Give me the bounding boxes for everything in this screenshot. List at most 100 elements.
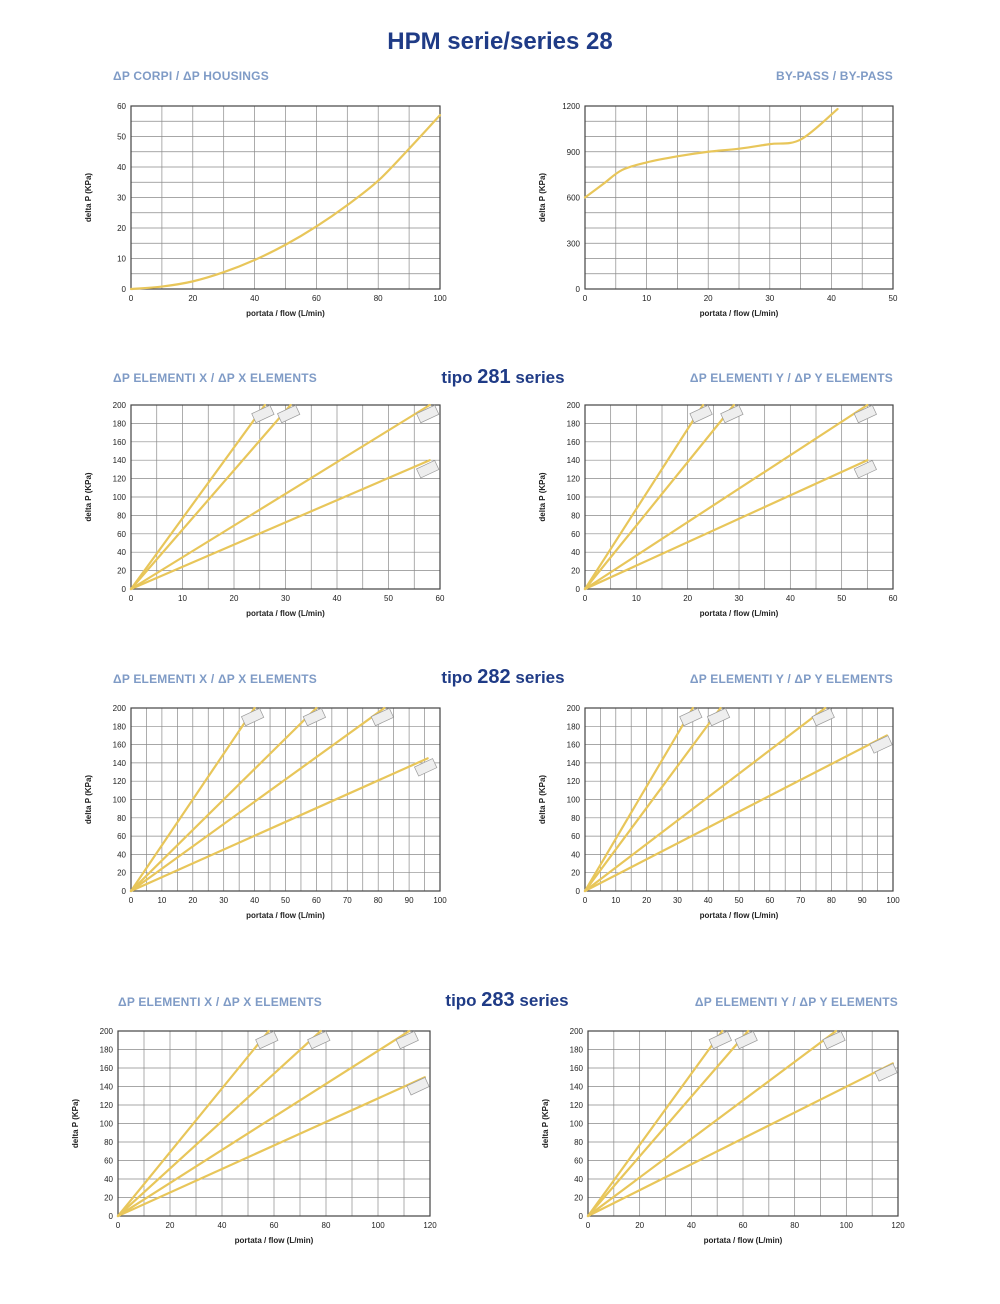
chart-0: 0 20 40 60 80 100 0 10 20 30 40 50 60 portata / flow … [84, 102, 447, 318]
y-tick-label: 160 [113, 438, 127, 447]
y-tick-label: 160 [100, 1064, 114, 1073]
x-axis-label: portata / flow (L/min) [235, 1236, 314, 1245]
chart-title-283-x: ΔP ELEMENTI X / ΔP X ELEMENTS [118, 995, 322, 1009]
x-tick-label: 60 [312, 294, 321, 303]
x-tick-label: 40 [687, 1221, 696, 1230]
x-tick-label: 0 [583, 294, 588, 303]
curve-tag-icon [853, 404, 877, 424]
x-tick-label: 0 [129, 294, 134, 303]
curve-tag-icon [416, 404, 440, 424]
x-tick-label: 80 [322, 1221, 331, 1230]
y-tick-label: 10 [117, 255, 126, 264]
series-line-0 [116, 1029, 270, 1218]
y-tick-label: 40 [117, 548, 126, 557]
x-tick-label: 20 [642, 896, 651, 905]
y-tick-label: 180 [113, 722, 127, 731]
series-line-1 [129, 706, 318, 893]
y-tick-label: 100 [570, 1120, 584, 1129]
y-tick-label: 0 [122, 585, 127, 594]
y-tick-label: 80 [117, 511, 126, 520]
curve-tag-icon [689, 404, 713, 424]
x-tick-label: 120 [891, 1221, 905, 1230]
y-tick-label: 40 [104, 1175, 113, 1184]
series-line-0 [586, 1029, 724, 1218]
series-line-0 [129, 114, 442, 291]
curve-tag-icon [307, 1030, 331, 1050]
y-tick-label: 40 [574, 1175, 583, 1184]
plot-frame [130, 707, 441, 892]
section-heading-283: tipo 283 series [445, 989, 568, 1012]
section-heading-prefix: tipo [441, 368, 473, 387]
y-axis-label: delta P (KPa) [538, 173, 547, 223]
x-tick-label: 20 [635, 1221, 644, 1230]
x-tick-label: 120 [423, 1221, 437, 1230]
x-tick-label: 60 [739, 1221, 748, 1230]
y-tick-label: 120 [567, 475, 581, 484]
curve-tag-icon [251, 404, 275, 424]
series-line-2 [129, 706, 386, 893]
y-tick-label: 20 [571, 869, 580, 878]
series-line-3 [129, 459, 431, 591]
x-tick-label: 20 [704, 294, 713, 303]
y-tick-label: 80 [574, 1138, 583, 1147]
x-tick-label: 0 [583, 594, 588, 603]
x-axis-label: portata / flow (L/min) [246, 911, 325, 920]
y-axis-label: delta P (KPa) [84, 173, 93, 223]
x-tick-label: 40 [333, 594, 342, 603]
curve-tag-icon [869, 735, 893, 754]
section-heading-suffix: series [515, 368, 565, 387]
series-line-0 [129, 706, 256, 893]
x-tick-label: 50 [837, 594, 846, 603]
x-tick-label: 80 [827, 896, 836, 905]
series-line-0 [583, 107, 839, 199]
curve-tag-icon [822, 1030, 846, 1050]
x-tick-label: 10 [611, 896, 620, 905]
x-tick-label: 30 [765, 294, 774, 303]
series-line-3 [583, 734, 888, 893]
curve-tag-icon [708, 1030, 732, 1050]
x-tick-label: 0 [583, 896, 588, 905]
y-tick-label: 180 [567, 722, 581, 731]
chart-title-housings: ΔP CORPI / ΔP HOUSINGS [113, 69, 269, 83]
y-tick-label: 120 [113, 475, 127, 484]
plot-frame [130, 404, 441, 590]
y-tick-label: 60 [104, 1157, 113, 1166]
y-tick-label: 180 [570, 1046, 584, 1055]
x-tick-label: 100 [840, 1221, 854, 1230]
y-tick-label: 120 [100, 1101, 114, 1110]
y-tick-label: 60 [117, 102, 126, 111]
page-title: HPM serie/series 28 [387, 28, 613, 55]
y-tick-label: 60 [117, 832, 126, 841]
x-axis-label: portata / flow (L/min) [246, 609, 325, 618]
series-line-1 [129, 403, 292, 591]
y-tick-label: 80 [117, 814, 126, 823]
x-tick-label: 80 [374, 294, 383, 303]
y-tick-label: 1200 [562, 102, 580, 111]
section-heading-suffix: series [519, 991, 569, 1010]
y-tick-label: 40 [571, 850, 580, 859]
series-line-2 [116, 1029, 411, 1218]
y-tick-label: 20 [104, 1194, 113, 1203]
y-tick-label: 200 [100, 1027, 114, 1036]
series-line-1 [583, 706, 722, 893]
y-tick-label: 160 [570, 1064, 584, 1073]
x-tick-label: 10 [178, 594, 187, 603]
y-tick-label: 160 [113, 741, 127, 750]
curve-tag-icon [240, 707, 265, 727]
y-tick-label: 160 [567, 741, 581, 750]
y-axis-label: delta P (KPa) [538, 472, 547, 522]
y-tick-label: 300 [567, 239, 581, 248]
x-tick-label: 100 [886, 896, 900, 905]
curve-tag-icon [395, 1030, 419, 1050]
curve-tag-icon [277, 404, 301, 424]
y-tick-label: 120 [113, 777, 127, 786]
x-tick-label: 40 [218, 1221, 227, 1230]
x-tick-label: 30 [281, 594, 290, 603]
y-tick-label: 140 [113, 456, 127, 465]
x-tick-label: 100 [433, 294, 447, 303]
y-tick-label: 0 [122, 887, 127, 896]
y-tick-label: 900 [567, 148, 581, 157]
y-tick-label: 600 [567, 194, 581, 203]
y-tick-label: 100 [567, 493, 581, 502]
